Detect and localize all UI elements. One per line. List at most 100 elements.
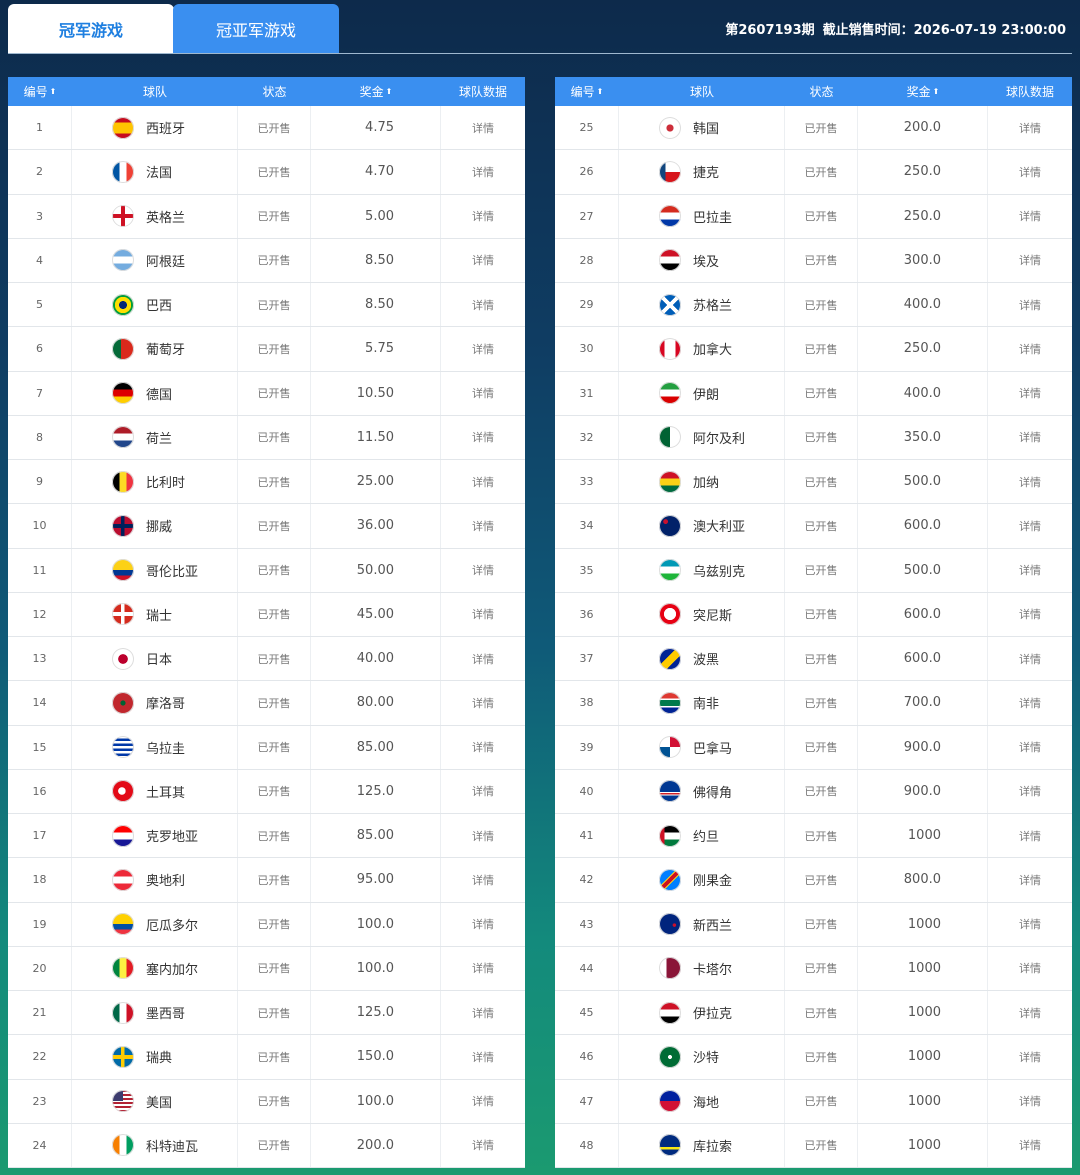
odds[interactable]: 900.0: [858, 725, 988, 769]
details-link[interactable]: 详情: [472, 387, 494, 401]
odds[interactable]: 200.0: [311, 1123, 441, 1167]
odds[interactable]: 100.0: [311, 1079, 441, 1123]
odds[interactable]: 85.00: [311, 725, 441, 769]
odds[interactable]: 400.0: [858, 283, 988, 327]
odds[interactable]: 100.0: [311, 946, 441, 990]
odds[interactable]: 1000: [858, 814, 988, 858]
odds[interactable]: 600.0: [858, 592, 988, 636]
details-link[interactable]: 详情: [1019, 121, 1041, 135]
odds[interactable]: 10.50: [311, 371, 441, 415]
details-link[interactable]: 详情: [472, 873, 494, 887]
details-link[interactable]: 详情: [472, 210, 494, 224]
details-link[interactable]: 详情: [472, 1095, 494, 1109]
details-link[interactable]: 详情: [472, 254, 494, 268]
details-link[interactable]: 详情: [472, 785, 494, 799]
odds[interactable]: 4.75: [311, 106, 441, 150]
details-link[interactable]: 详情: [472, 475, 494, 489]
odds[interactable]: 4.70: [311, 150, 441, 194]
odds[interactable]: 25.00: [311, 460, 441, 504]
details-link[interactable]: 详情: [1019, 1095, 1041, 1109]
odds[interactable]: 150.0: [311, 1035, 441, 1079]
odds[interactable]: 5.75: [311, 327, 441, 371]
details-link[interactable]: 详情: [472, 1050, 494, 1064]
details-link[interactable]: 详情: [472, 829, 494, 843]
odds[interactable]: 350.0: [858, 415, 988, 459]
tab[interactable]: 冠军游戏: [8, 4, 174, 53]
details-link[interactable]: 详情: [1019, 741, 1041, 755]
details-link[interactable]: 详情: [1019, 829, 1041, 843]
details-link[interactable]: 详情: [472, 519, 494, 533]
odds[interactable]: 80.00: [311, 681, 441, 725]
odds[interactable]: 5.00: [311, 194, 441, 238]
details-link[interactable]: 详情: [472, 121, 494, 135]
details-link[interactable]: 详情: [472, 564, 494, 578]
odds[interactable]: 600.0: [858, 504, 988, 548]
odds[interactable]: 250.0: [858, 194, 988, 238]
odds[interactable]: 11.50: [311, 415, 441, 459]
sort-header[interactable]: 编号: [555, 77, 619, 106]
odds[interactable]: 100.0: [311, 902, 441, 946]
details-link[interactable]: 详情: [1019, 564, 1041, 578]
odds[interactable]: 1000: [858, 1123, 988, 1167]
details-link[interactable]: 详情: [472, 165, 494, 179]
sort-header[interactable]: 编号: [8, 77, 72, 106]
details-link[interactable]: 详情: [1019, 696, 1041, 710]
details-link[interactable]: 详情: [472, 431, 494, 445]
odds[interactable]: 200.0: [858, 106, 988, 150]
details-link[interactable]: 详情: [1019, 785, 1041, 799]
sort-header[interactable]: 奖金: [858, 77, 988, 106]
odds[interactable]: 8.50: [311, 238, 441, 282]
tab[interactable]: 冠亚军游戏: [173, 4, 339, 53]
odds[interactable]: 1000: [858, 946, 988, 990]
details-link[interactable]: 详情: [1019, 210, 1041, 224]
details-link[interactable]: 详情: [1019, 165, 1041, 179]
details-link[interactable]: 详情: [1019, 1006, 1041, 1020]
details-link[interactable]: 详情: [472, 741, 494, 755]
details-link[interactable]: 详情: [1019, 298, 1041, 312]
odds[interactable]: 600.0: [858, 637, 988, 681]
odds[interactable]: 300.0: [858, 238, 988, 282]
details-link[interactable]: 详情: [1019, 652, 1041, 666]
odds[interactable]: 85.00: [311, 814, 441, 858]
odds[interactable]: 250.0: [858, 327, 988, 371]
details-link[interactable]: 详情: [1019, 519, 1041, 533]
details-link[interactable]: 详情: [472, 1006, 494, 1020]
details-link[interactable]: 详情: [1019, 431, 1041, 445]
details-link[interactable]: 详情: [1019, 475, 1041, 489]
sort-header[interactable]: 奖金: [311, 77, 441, 106]
odds[interactable]: 400.0: [858, 371, 988, 415]
details-link[interactable]: 详情: [1019, 873, 1041, 887]
odds[interactable]: 250.0: [858, 150, 988, 194]
details-link[interactable]: 详情: [1019, 342, 1041, 356]
details-link[interactable]: 详情: [472, 608, 494, 622]
odds[interactable]: 1000: [858, 991, 988, 1035]
odds[interactable]: 95.00: [311, 858, 441, 902]
odds[interactable]: 500.0: [858, 548, 988, 592]
details-link[interactable]: 详情: [472, 1139, 494, 1153]
details-link[interactable]: 详情: [472, 652, 494, 666]
details-link[interactable]: 详情: [1019, 387, 1041, 401]
odds[interactable]: 8.50: [311, 283, 441, 327]
odds[interactable]: 125.0: [311, 769, 441, 813]
odds[interactable]: 1000: [858, 1079, 988, 1123]
odds[interactable]: 36.00: [311, 504, 441, 548]
odds[interactable]: 45.00: [311, 592, 441, 636]
details-link[interactable]: 详情: [472, 696, 494, 710]
details-link[interactable]: 详情: [1019, 608, 1041, 622]
odds[interactable]: 700.0: [858, 681, 988, 725]
odds[interactable]: 900.0: [858, 769, 988, 813]
details-link[interactable]: 详情: [472, 298, 494, 312]
odds[interactable]: 40.00: [311, 637, 441, 681]
odds[interactable]: 125.0: [311, 991, 441, 1035]
details-link[interactable]: 详情: [472, 342, 494, 356]
odds[interactable]: 1000: [858, 1035, 988, 1079]
odds[interactable]: 800.0: [858, 858, 988, 902]
details-link[interactable]: 详情: [1019, 1139, 1041, 1153]
details-link[interactable]: 详情: [1019, 962, 1041, 976]
odds[interactable]: 500.0: [858, 460, 988, 504]
details-link[interactable]: 详情: [1019, 254, 1041, 268]
odds[interactable]: 1000: [858, 902, 988, 946]
details-link[interactable]: 详情: [472, 918, 494, 932]
details-link[interactable]: 详情: [472, 962, 494, 976]
details-link[interactable]: 详情: [1019, 1050, 1041, 1064]
